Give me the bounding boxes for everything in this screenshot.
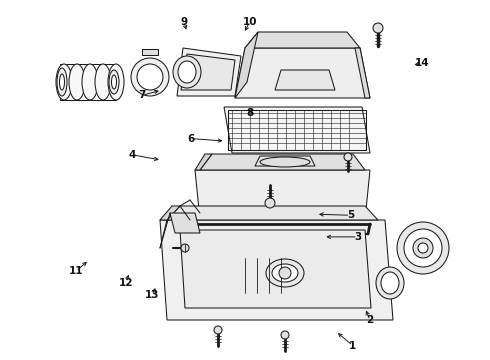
Ellipse shape <box>57 68 67 96</box>
Circle shape <box>265 198 275 208</box>
Text: 7: 7 <box>138 90 146 100</box>
Polygon shape <box>181 54 235 90</box>
Ellipse shape <box>260 157 310 167</box>
Polygon shape <box>160 220 393 320</box>
Circle shape <box>279 267 291 279</box>
Ellipse shape <box>59 74 65 90</box>
Polygon shape <box>167 206 378 220</box>
Polygon shape <box>160 206 180 220</box>
Text: 2: 2 <box>367 315 373 325</box>
Ellipse shape <box>112 75 117 89</box>
Ellipse shape <box>56 64 72 100</box>
Circle shape <box>214 326 222 334</box>
Polygon shape <box>224 107 370 153</box>
Text: 1: 1 <box>349 341 356 351</box>
Ellipse shape <box>69 64 85 100</box>
Polygon shape <box>142 49 158 55</box>
Polygon shape <box>200 154 365 170</box>
Ellipse shape <box>131 58 169 96</box>
Ellipse shape <box>82 64 98 100</box>
Text: 14: 14 <box>415 58 430 68</box>
Ellipse shape <box>178 61 196 83</box>
Ellipse shape <box>95 64 111 100</box>
Ellipse shape <box>137 64 163 90</box>
Ellipse shape <box>381 272 399 294</box>
Ellipse shape <box>418 243 428 253</box>
Ellipse shape <box>376 267 404 299</box>
Text: 11: 11 <box>69 266 83 276</box>
Ellipse shape <box>397 222 449 274</box>
Ellipse shape <box>266 259 304 287</box>
Polygon shape <box>235 32 258 98</box>
Text: 5: 5 <box>347 210 354 220</box>
Ellipse shape <box>173 56 201 88</box>
Circle shape <box>181 244 189 252</box>
Polygon shape <box>195 154 212 170</box>
Polygon shape <box>235 48 370 98</box>
Text: 6: 6 <box>188 134 195 144</box>
Text: 10: 10 <box>243 17 257 27</box>
Circle shape <box>344 153 352 161</box>
Polygon shape <box>245 32 360 48</box>
Polygon shape <box>177 48 241 96</box>
Text: 4: 4 <box>128 150 136 160</box>
Ellipse shape <box>413 238 433 258</box>
Polygon shape <box>355 48 370 98</box>
Ellipse shape <box>272 264 298 282</box>
Polygon shape <box>180 230 371 308</box>
Text: 8: 8 <box>246 108 253 118</box>
Polygon shape <box>275 70 335 90</box>
Ellipse shape <box>109 70 119 94</box>
Circle shape <box>281 331 289 339</box>
Ellipse shape <box>108 64 124 100</box>
Text: 12: 12 <box>119 278 134 288</box>
Ellipse shape <box>404 229 442 267</box>
Text: 3: 3 <box>354 232 361 242</box>
Polygon shape <box>170 213 200 233</box>
Polygon shape <box>195 170 370 220</box>
Text: 9: 9 <box>180 17 187 27</box>
Text: 13: 13 <box>145 290 159 300</box>
Polygon shape <box>255 156 315 166</box>
Circle shape <box>373 23 383 33</box>
